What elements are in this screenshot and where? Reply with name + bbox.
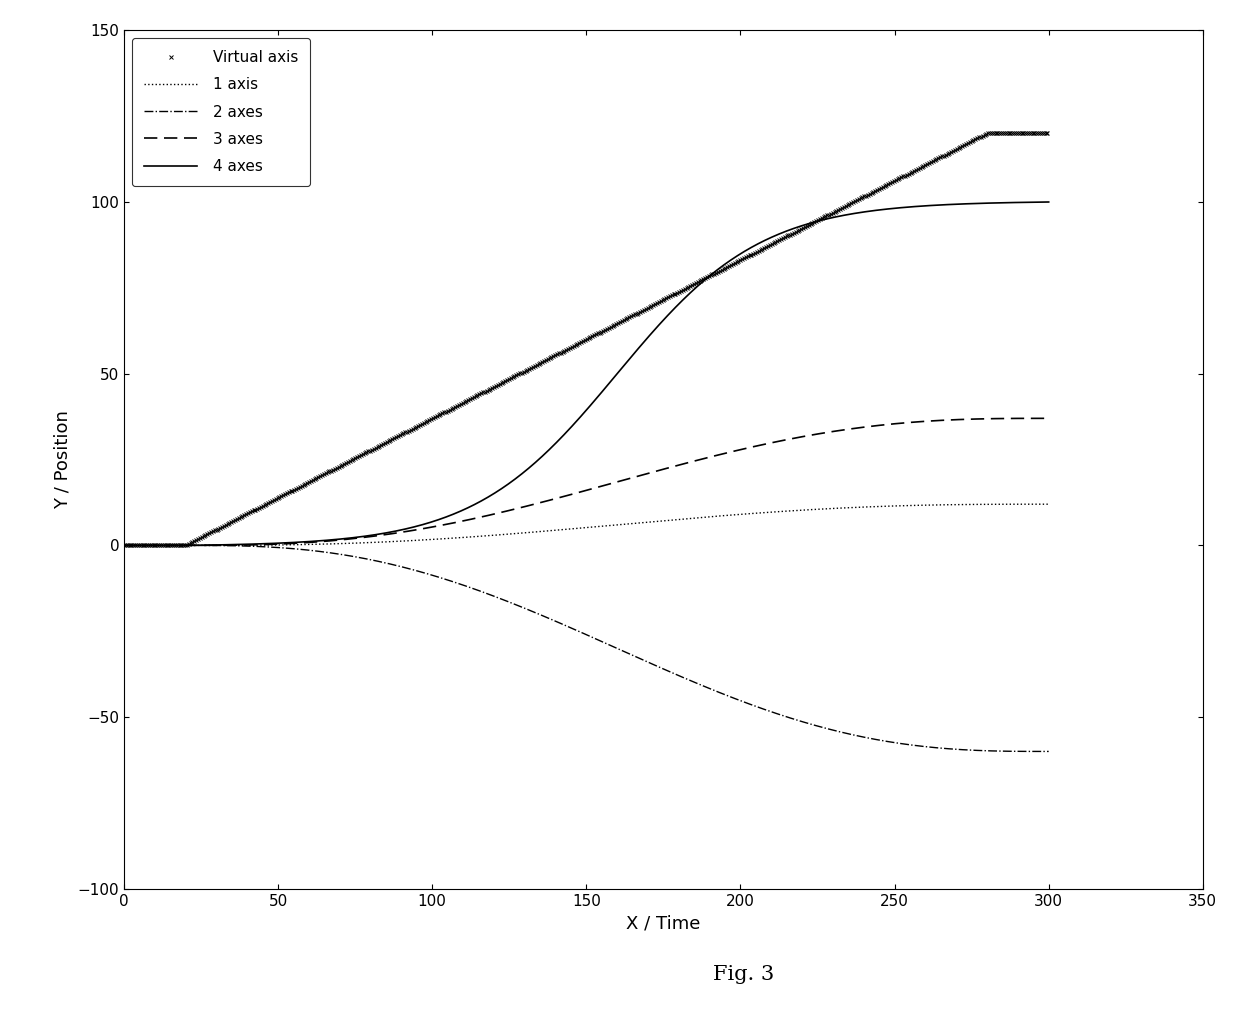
4 axes bbox=[117, 539, 131, 551]
3 axes bbox=[1042, 412, 1056, 424]
Virtual axis bbox=[873, 182, 888, 194]
2 axes bbox=[544, 614, 559, 626]
2 axes bbox=[226, 539, 241, 551]
1 axis bbox=[528, 526, 543, 538]
4 axes bbox=[544, 440, 559, 452]
Y-axis label: Y / Position: Y / Position bbox=[55, 410, 72, 509]
2 axes bbox=[1042, 745, 1056, 758]
Line: 4 axes: 4 axes bbox=[124, 202, 1049, 545]
3 axes bbox=[642, 467, 657, 479]
1 axis bbox=[117, 539, 131, 551]
3 axes bbox=[544, 494, 559, 506]
Virtual axis bbox=[616, 314, 631, 326]
4 axes bbox=[1042, 196, 1056, 208]
4 axes bbox=[528, 457, 543, 469]
Line: 2 axes: 2 axes bbox=[124, 545, 1049, 751]
Virtual axis bbox=[1040, 127, 1055, 139]
4 axes bbox=[508, 472, 523, 484]
3 axes bbox=[117, 539, 131, 551]
Virtual axis bbox=[666, 289, 681, 301]
1 axis bbox=[642, 516, 657, 528]
Legend: Virtual axis, 1 axis, 2 axes, 3 axes, 4 axes: Virtual axis, 1 axis, 2 axes, 3 axes, 4 … bbox=[131, 38, 310, 186]
2 axes bbox=[528, 607, 543, 619]
1 axis bbox=[226, 539, 241, 551]
Virtual axis bbox=[556, 345, 570, 358]
3 axes bbox=[528, 498, 543, 510]
Line: 3 axes: 3 axes bbox=[124, 418, 1049, 545]
1 axis bbox=[188, 539, 203, 551]
2 axes bbox=[188, 539, 203, 551]
4 axes bbox=[226, 538, 241, 550]
1 axis bbox=[1042, 498, 1056, 510]
2 axes bbox=[642, 658, 657, 670]
3 axes bbox=[508, 503, 523, 515]
1 axis bbox=[508, 527, 523, 539]
Text: Fig. 3: Fig. 3 bbox=[713, 965, 775, 984]
X-axis label: X / Time: X / Time bbox=[626, 914, 701, 932]
4 axes bbox=[188, 539, 203, 551]
3 axes bbox=[226, 539, 241, 551]
Line: 1 axis: 1 axis bbox=[124, 504, 1049, 545]
Virtual axis bbox=[117, 539, 131, 551]
Virtual axis bbox=[981, 127, 996, 139]
Virtual axis bbox=[560, 342, 575, 355]
4 axes bbox=[642, 328, 657, 340]
2 axes bbox=[117, 539, 131, 551]
1 axis bbox=[544, 524, 559, 536]
3 axes bbox=[188, 539, 203, 551]
Virtual axis bbox=[1019, 127, 1034, 139]
Line: Virtual axis: Virtual axis bbox=[123, 131, 1049, 547]
2 axes bbox=[508, 599, 523, 611]
